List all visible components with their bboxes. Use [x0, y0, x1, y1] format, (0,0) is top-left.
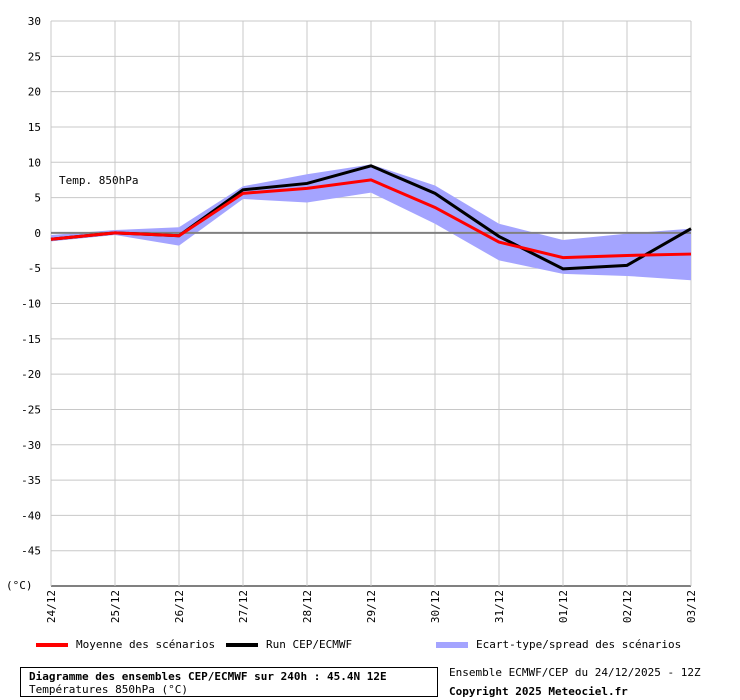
y-tick-label: -20 — [21, 368, 41, 381]
y-tick-label: 5 — [34, 192, 41, 205]
y-tick-label: 10 — [28, 156, 41, 169]
legend-label-mean: Moyenne des scénarios — [76, 638, 216, 651]
x-tick-label: 26/12 — [173, 590, 186, 623]
legend-item-mean: Moyenne des scénarios — [36, 638, 215, 651]
run-info: Ensemble ECMWF/CEP du 24/12/2025 - 12Z — [449, 666, 701, 679]
x-tick-label: 28/12 — [301, 590, 314, 623]
y-tick-label: 25 — [28, 50, 41, 63]
y-tick-label: -5 — [28, 262, 41, 275]
chart-info-box: Diagramme des ensembles CEP/ECMWF sur 24… — [20, 667, 438, 697]
legend-label-run: Run CEP/ECMWF — [266, 638, 353, 651]
legend-item-run: Run CEP/ECMWF — [226, 638, 352, 651]
y-tick-label: -40 — [21, 509, 41, 522]
legend-swatch-mean — [36, 642, 68, 647]
mean-series-line — [50, 178, 692, 260]
y-tick-label: -25 — [21, 403, 41, 416]
tick-labels: 30 25 20 15 10 5 0 -5 -10 -15 -20 -25 -30 -35 -40 -45 24… — [21, 15, 698, 623]
y-tick-label: -15 — [21, 333, 41, 346]
x-tick-label: 30/12 — [429, 590, 442, 623]
y-tick-label: 20 — [28, 86, 41, 99]
y-tick-label: 30 — [28, 15, 41, 28]
x-tick-label: 27/12 — [237, 590, 250, 623]
legend-swatch-spread — [436, 641, 468, 648]
x-tick-label: 31/12 — [493, 590, 506, 623]
x-tick-label: 29/12 — [365, 590, 378, 623]
chart-title: Diagramme des ensembles CEP/ECMWF sur 24… — [29, 670, 387, 683]
grid — [50, 20, 692, 587]
chart-annotation: Temp. 850hPa — [59, 174, 138, 187]
x-tick-label: 25/12 — [109, 590, 122, 623]
x-tick-label: 02/12 — [621, 590, 634, 623]
legend-item-spread: Ecart-type/spread des scénarios — [436, 638, 681, 651]
legend-swatch-run — [226, 642, 258, 647]
y-tick-label: -30 — [21, 439, 41, 452]
x-tick-label: 24/12 — [45, 590, 58, 623]
series-lines — [50, 164, 692, 271]
y-tick-label: -10 — [21, 298, 41, 311]
copyright: Copyright 2025 Meteociel.fr — [449, 685, 628, 698]
y-tick-label: 15 — [28, 121, 41, 134]
x-tick-label: 01/12 — [557, 590, 570, 623]
y-unit-label: (°C) — [6, 579, 33, 592]
legend-label-spread: Ecart-type/spread des scénarios — [476, 638, 682, 651]
y-tick-label: -45 — [21, 545, 41, 558]
y-tick-label: 0 — [34, 227, 41, 240]
chart-subtitle: Températures 850hPa (°C) — [29, 683, 188, 696]
y-tick-label: -35 — [21, 474, 41, 487]
x-tick-label: 03/12 — [685, 590, 698, 623]
